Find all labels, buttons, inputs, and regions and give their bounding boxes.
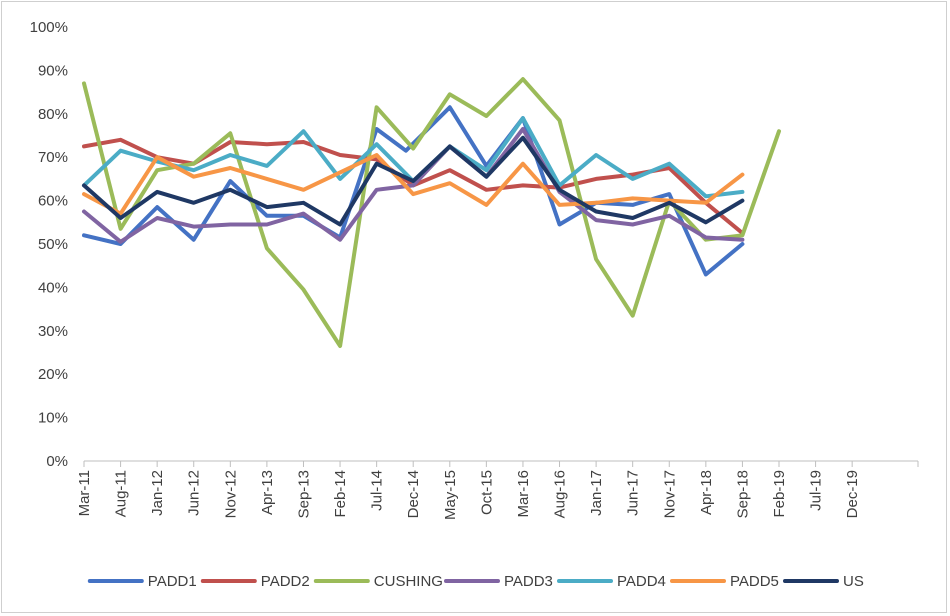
x-tick-label: Dec-14 [405,470,422,518]
x-tick-label: Nov-12 [222,470,239,518]
legend-label-padd1: PADD1 [148,573,197,590]
x-tick-label: Sep-13 [295,470,312,518]
x-tick-label: Jan-17 [588,470,605,516]
series-line-padd1 [82,105,745,277]
y-axis-tick-labels: 0% 10% 20% 30% 40% 50% 60% 70% 80% 90% 100% [30,19,68,470]
y-tick-label: 0% [46,453,68,470]
legend: PADD1 PADD2 CUSHING PADD3 PADD4 PADD5 US [87,573,864,590]
series-line-padd3 [82,127,745,244]
y-tick-label: 40% [38,279,68,296]
legend-label-us: US [843,573,864,590]
y-tick-label: 10% [38,410,68,427]
x-tick-label: Apr-18 [698,470,715,515]
x-tick-label: Jul-14 [369,470,386,511]
x-tick-label: Jan-12 [149,470,166,516]
x-tick-label: Oct-15 [478,470,495,515]
x-tick-label: Mar-16 [515,470,532,518]
y-tick-label: 80% [38,106,68,123]
x-axis-tick-labels: Mar-11 Aug-11 Jan-12 Jun-12 Nov-12 Apr-13 Sep-… [76,470,861,520]
x-tick-label: Mar-11 [76,470,93,516]
series-line-us [82,135,745,227]
series-line-padd5 [82,153,745,216]
x-tick-label: Aug-11 [113,470,130,517]
y-tick-label: 20% [38,366,68,383]
series-lines [82,77,781,348]
y-tick-label: 30% [38,323,68,340]
x-tick-label: Jul-19 [808,470,825,511]
x-tick-label: Dec-19 [844,470,861,518]
x-tick-label: Sep-18 [734,470,751,518]
x-tick-label: Feb-14 [332,470,349,518]
x-tick-label: Nov-17 [661,470,678,518]
x-tick-label: May-15 [442,470,459,520]
y-tick-label: 100% [30,19,68,36]
legend-label-cushing: CUSHING [374,573,443,590]
x-axis-tick-marks [83,461,919,467]
y-tick-label: 90% [38,62,68,79]
x-tick-label: Apr-13 [259,470,276,515]
x-tick-label: Aug-16 [552,470,569,518]
x-tick-label: Feb-19 [771,470,788,518]
legend-label-padd4: PADD4 [617,573,666,590]
legend-label-padd2: PADD2 [261,573,310,590]
y-tick-label: 70% [38,149,68,166]
x-tick-label: Jun-12 [186,470,203,516]
y-tick-label: 60% [38,193,68,210]
y-tick-label: 50% [38,236,68,253]
legend-label-padd3: PADD3 [504,573,553,590]
x-tick-label: Jun-17 [625,470,642,516]
legend-label-padd5: PADD5 [730,573,779,590]
series-line-cushing [82,77,781,348]
